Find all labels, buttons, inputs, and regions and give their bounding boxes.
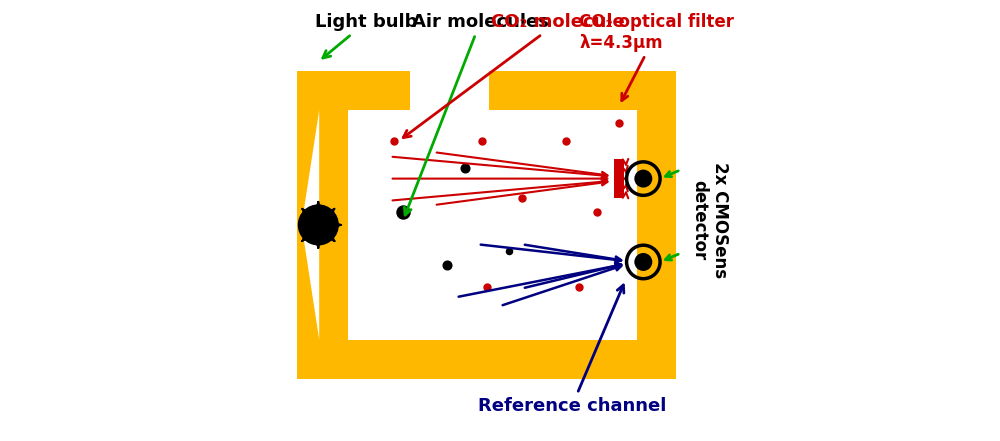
Polygon shape bbox=[614, 159, 624, 198]
Text: CO₂ molecule: CO₂ molecule bbox=[403, 13, 625, 138]
Polygon shape bbox=[297, 71, 676, 379]
Polygon shape bbox=[410, 71, 489, 110]
Circle shape bbox=[635, 171, 651, 187]
Polygon shape bbox=[302, 110, 319, 340]
Text: Light bulb: Light bulb bbox=[315, 13, 417, 58]
Text: CO₂ optical filter
λ=4.3μm: CO₂ optical filter λ=4.3μm bbox=[579, 13, 734, 101]
Text: Reference channel: Reference channel bbox=[478, 285, 666, 415]
Circle shape bbox=[635, 254, 651, 270]
Polygon shape bbox=[348, 110, 637, 340]
Circle shape bbox=[298, 205, 338, 245]
Text: Air molecules: Air molecules bbox=[404, 13, 549, 215]
Text: 2x CMOSens
detector: 2x CMOSens detector bbox=[690, 162, 729, 279]
